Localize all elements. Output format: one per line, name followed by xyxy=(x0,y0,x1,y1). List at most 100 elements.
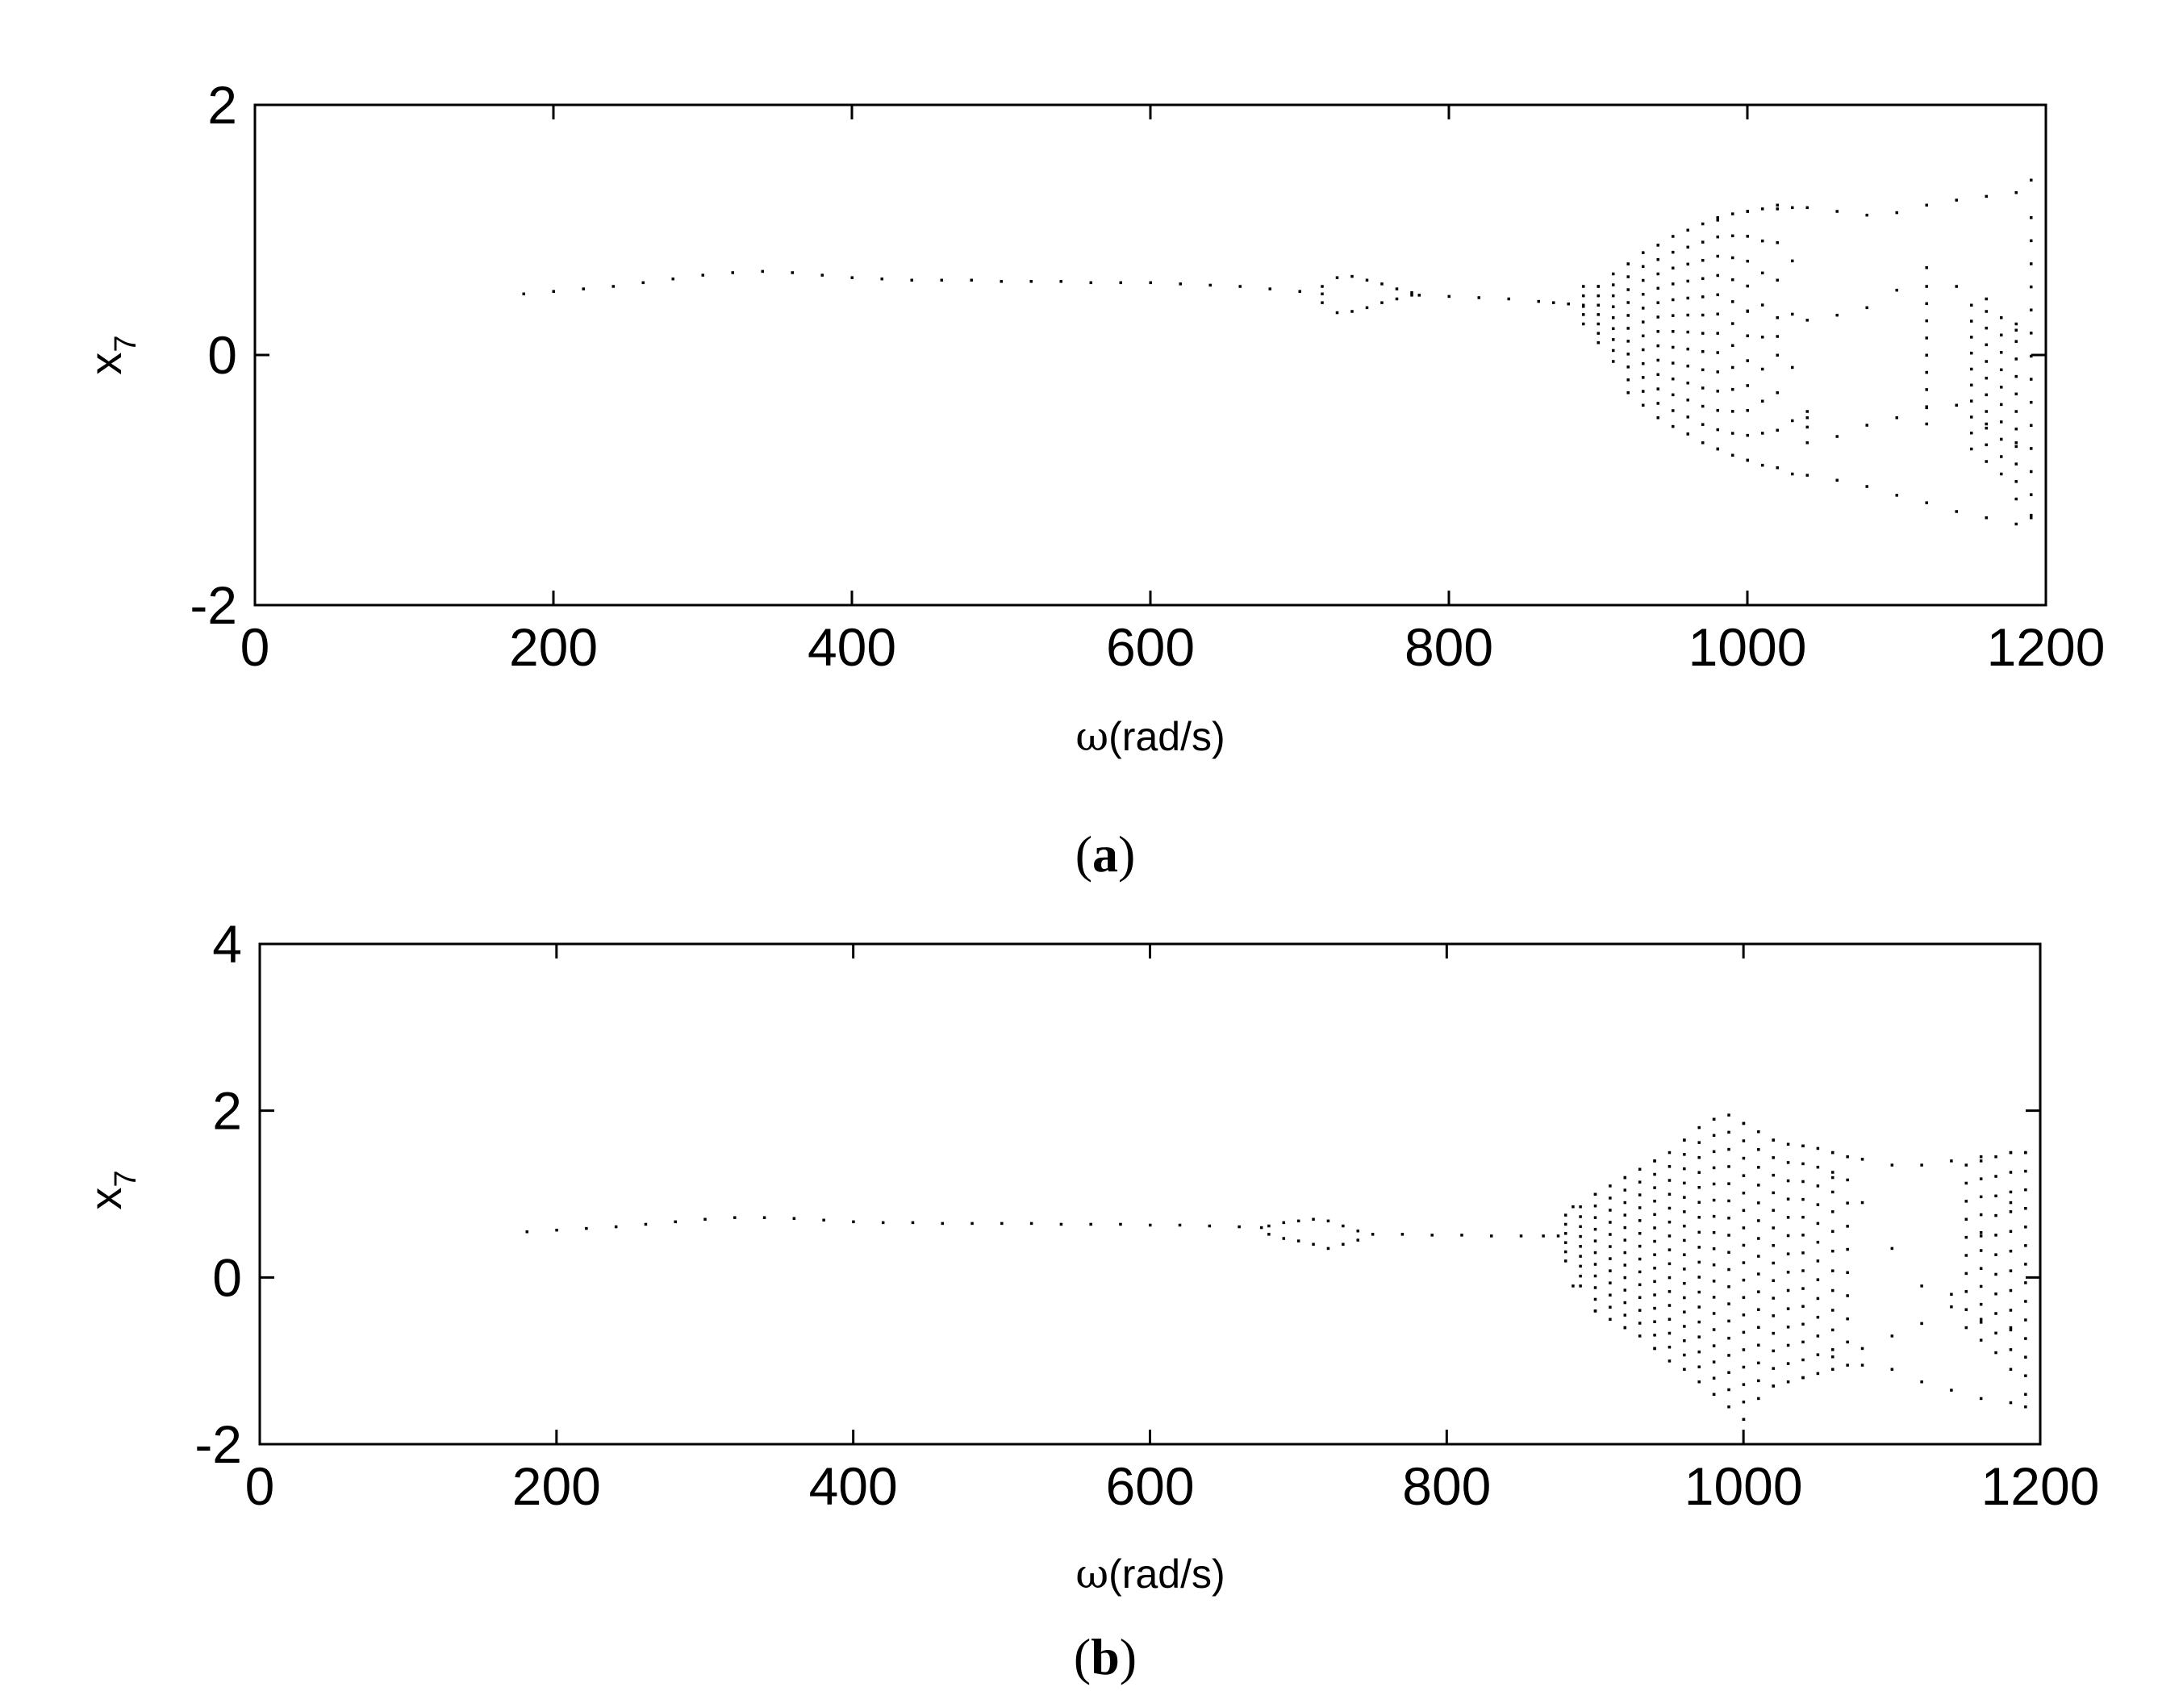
data-point xyxy=(1683,1368,1686,1371)
data-point xyxy=(1697,1171,1701,1174)
data-point xyxy=(1612,272,1615,276)
data-point xyxy=(1642,265,1645,269)
data-point xyxy=(1623,1326,1627,1330)
data-point xyxy=(1638,1180,1642,1184)
data-point xyxy=(1742,1296,1746,1299)
data-point xyxy=(2014,445,2018,449)
data-point xyxy=(1757,1308,1760,1311)
data-point xyxy=(1746,458,1749,462)
data-point xyxy=(1712,1280,1716,1283)
data-point xyxy=(1672,393,1675,397)
data-point xyxy=(1623,1188,1627,1192)
data-point xyxy=(1772,1367,1775,1370)
data-point xyxy=(1994,1194,1997,1198)
data-point xyxy=(1716,235,1719,239)
data-point xyxy=(1712,1117,1716,1121)
data-point xyxy=(1712,1312,1716,1315)
data-point xyxy=(1742,1243,1746,1247)
data-point xyxy=(1609,1281,1612,1284)
data-point xyxy=(2014,522,2018,526)
data-point xyxy=(820,274,824,277)
data-point xyxy=(1683,1281,1686,1285)
data-point xyxy=(1716,293,1719,297)
data-point xyxy=(1321,285,1324,288)
data-point xyxy=(1638,1334,1642,1338)
data-point xyxy=(2024,1405,2027,1409)
data-point xyxy=(1626,262,1630,265)
data-point xyxy=(1579,1264,1582,1268)
data-point xyxy=(1059,1222,1063,1226)
data-point xyxy=(1579,1215,1582,1218)
data-point xyxy=(1979,1318,1983,1321)
data-point xyxy=(1865,424,1868,427)
data-point xyxy=(1716,332,1719,335)
data-point xyxy=(1597,341,1600,345)
data-point xyxy=(1994,1312,1997,1315)
data-point xyxy=(1890,1247,1894,1251)
data-point xyxy=(1623,1301,1627,1305)
data-point xyxy=(1994,1292,1997,1296)
data-point xyxy=(1742,1139,1746,1142)
data-point xyxy=(2024,1150,2027,1155)
x-tick-label: 800 xyxy=(1402,1456,1491,1516)
data-point xyxy=(1776,428,1779,432)
data-point xyxy=(1761,303,1764,307)
x-axis-label-units: (rad/s) xyxy=(1108,1551,1225,1597)
data-point xyxy=(1805,410,1809,413)
data-point xyxy=(1757,1255,1760,1258)
data-point xyxy=(1701,386,1705,390)
data-point xyxy=(1746,334,1749,337)
data-point xyxy=(1895,416,1898,420)
data-point xyxy=(1712,1198,1716,1202)
data-point xyxy=(1772,1261,1775,1265)
data-point xyxy=(1642,348,1645,352)
data-point xyxy=(1312,1242,1315,1246)
data-point xyxy=(1623,1226,1627,1230)
data-point xyxy=(1656,244,1659,247)
data-point xyxy=(1686,364,1689,368)
data-point xyxy=(1638,1167,1642,1171)
data-point xyxy=(1417,294,1421,297)
data-point xyxy=(1772,1331,1775,1335)
data-point xyxy=(1865,485,1868,488)
data-point xyxy=(1805,474,1809,477)
data-point xyxy=(1400,1233,1405,1236)
data-point xyxy=(1955,198,1958,202)
data-point xyxy=(1964,1272,1968,1276)
data-point xyxy=(525,1230,529,1234)
data-point xyxy=(1208,283,1212,287)
data-point xyxy=(1801,1340,1805,1344)
data-point xyxy=(1801,1197,1805,1201)
data-point xyxy=(1816,1165,1820,1169)
data-point xyxy=(1638,1309,1642,1312)
data-point xyxy=(2024,1169,2027,1173)
data-point xyxy=(1772,1384,1775,1388)
data-point xyxy=(2024,1226,2027,1229)
data-point xyxy=(1979,1267,1983,1270)
data-point xyxy=(1597,332,1600,335)
ticks-a: 0 200 400 600 800 1000 1200-202 xyxy=(190,75,2105,677)
data-point xyxy=(1985,393,1988,397)
data-point xyxy=(1537,299,1540,303)
data-point xyxy=(2030,378,2033,381)
data-point xyxy=(1321,301,1324,304)
data-point xyxy=(2030,308,2033,311)
data-point xyxy=(2000,386,2003,389)
data-point xyxy=(2009,1150,2013,1155)
y-tick-label: 0 xyxy=(212,1247,242,1307)
data-point xyxy=(1268,287,1271,290)
data-point xyxy=(1623,1201,1627,1205)
data-point xyxy=(1979,1231,1983,1234)
data-point xyxy=(1267,1233,1271,1236)
data-point xyxy=(2030,513,2033,517)
data-point xyxy=(2024,1318,2027,1322)
data-point xyxy=(2000,403,2003,407)
data-point xyxy=(1950,1159,1953,1163)
data-point xyxy=(1597,285,1600,288)
data-point xyxy=(1638,1322,1642,1325)
data-point xyxy=(1626,353,1630,356)
data-point xyxy=(1712,1344,1716,1347)
data-point xyxy=(1985,460,1988,463)
data-point xyxy=(1656,301,1659,304)
